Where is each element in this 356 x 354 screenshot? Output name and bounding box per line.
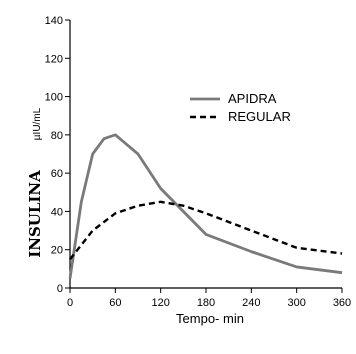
x-tick-label: 240 [242,297,260,309]
y-tick-label: 40 [51,206,63,218]
y-tick-label: 140 [45,15,63,27]
x-tick-label: 180 [197,297,215,309]
x-tick-label: 60 [109,297,121,309]
series-line-regular [69,200,343,261]
y-tick-label: 0 [57,283,63,295]
y-tick-label: 80 [51,130,63,142]
chart-legend: APIDRA REGULAR [190,91,291,124]
y-tick-label: 120 [45,53,63,65]
series-line-apidra [68,133,343,279]
y-axis-unit-label: µIU/mL [32,107,43,140]
chart-ticks: 0 20 40 60 80 100 120 140 0 60 120 180 240 300 360 [45,15,352,309]
chart-series [68,133,343,279]
y-axis-label: INSULINA [26,170,44,258]
y-tick-label: 60 [51,168,63,180]
x-axis-label: Tempo- min [176,311,244,326]
x-tick-label: 360 [333,297,351,309]
legend-label-apidra: APIDRA [228,91,277,106]
legend-label-regular: REGULAR [228,109,291,124]
y-tick-label: 20 [51,245,63,257]
x-tick-label: 300 [287,297,305,309]
x-tick-label: 0 [67,297,73,309]
x-tick-label: 120 [151,297,169,309]
y-axis-label-group: INSULINA µIU/mL [26,107,44,257]
y-tick-label: 100 [45,92,63,104]
